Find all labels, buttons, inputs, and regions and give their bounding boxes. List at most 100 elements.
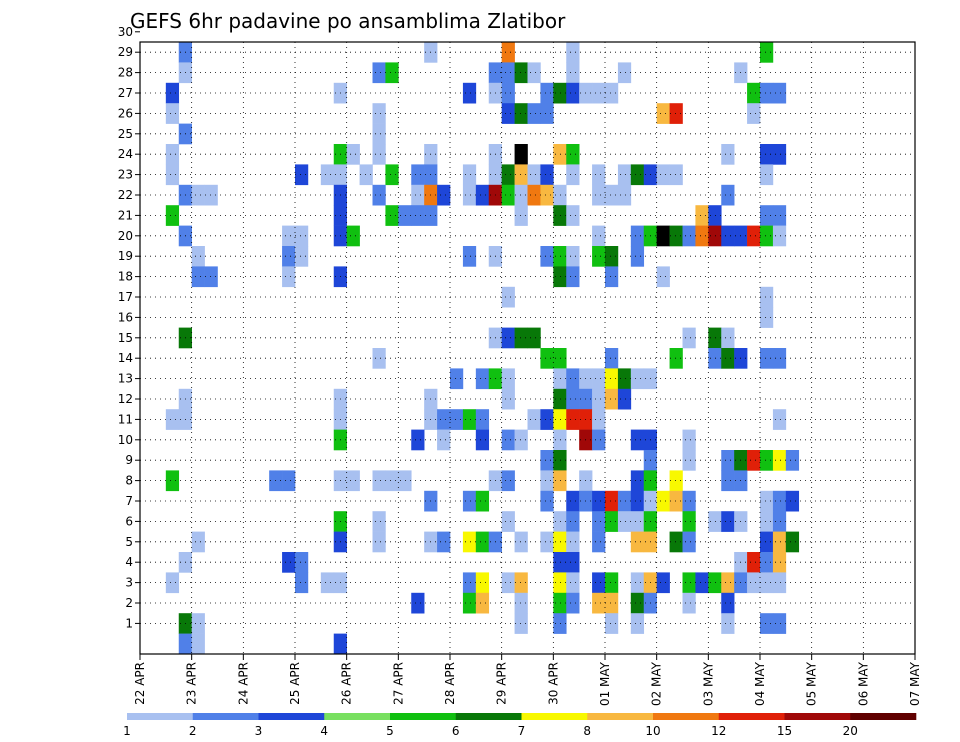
heatmap-cell xyxy=(760,225,774,247)
x-tick-label: 22 APR xyxy=(133,662,147,705)
heatmap-cell xyxy=(721,327,735,349)
heatmap-cell xyxy=(630,164,645,186)
heatmap-cell xyxy=(605,572,619,594)
heatmap-cell xyxy=(682,490,696,512)
heatmap-cell xyxy=(566,572,580,594)
heatmap-cell xyxy=(385,62,399,84)
heatmap-cell xyxy=(282,246,296,267)
heatmap-cell xyxy=(527,184,541,206)
heatmap-cell xyxy=(501,572,515,594)
legend-swatch xyxy=(718,713,785,720)
heatmap-cell xyxy=(527,409,541,430)
heatmap-cell xyxy=(656,164,670,186)
heatmap-cell xyxy=(475,490,490,512)
heatmap-cell xyxy=(760,511,774,532)
heatmap-cell xyxy=(514,103,528,124)
heatmap-cell xyxy=(320,164,335,186)
heatmap-cell xyxy=(721,511,735,532)
heatmap-cell xyxy=(772,348,787,369)
heatmap-cell xyxy=(695,205,709,226)
x-tick-label: 05 MAY xyxy=(805,661,819,706)
heatmap-cell xyxy=(372,62,386,84)
y-tick-label: 5 xyxy=(125,535,133,549)
heatmap-cell xyxy=(682,511,696,532)
heatmap-cell xyxy=(592,531,606,553)
heatmap-cell xyxy=(475,368,490,390)
heatmap-cell xyxy=(462,82,477,104)
heatmap-cell xyxy=(566,531,580,553)
heatmap-cell xyxy=(320,572,335,594)
heatmap-cell xyxy=(785,531,800,553)
x-tick-label: 30 APR xyxy=(546,662,560,705)
heatmap-cell xyxy=(501,368,515,390)
legend-swatch xyxy=(587,713,654,720)
heatmap-cell xyxy=(553,266,567,288)
heatmap-cell xyxy=(592,592,606,614)
heatmap-cell xyxy=(760,572,774,594)
heatmap-cell xyxy=(630,246,645,267)
heatmap-cell xyxy=(514,592,528,614)
heatmap-cell xyxy=(295,572,309,594)
heatmap-cell xyxy=(553,613,567,634)
heatmap-cell xyxy=(475,409,490,430)
y-tick-label: 10 xyxy=(118,433,133,447)
heatmap-cell xyxy=(772,82,787,104)
heatmap-cell xyxy=(501,62,515,84)
legend-swatch xyxy=(192,713,259,720)
heatmap-cell xyxy=(592,82,606,104)
heatmap-cell xyxy=(682,592,696,614)
y-tick-label: 21 xyxy=(118,208,133,222)
heatmap-cell xyxy=(295,225,309,247)
legend-swatch xyxy=(390,713,457,720)
legend-swatch xyxy=(784,713,851,720)
heatmap-cell xyxy=(760,164,774,186)
chart-title: GEFS 6hr padavine po ansamblima Zlatibor xyxy=(130,9,566,33)
heatmap-cell xyxy=(295,246,309,267)
legend-label: 2 xyxy=(189,724,197,738)
heatmap-cell xyxy=(437,409,451,430)
heatmap-cell xyxy=(411,205,425,226)
heatmap-cell xyxy=(514,144,528,165)
heatmap-cell xyxy=(450,409,464,430)
heatmap-cell xyxy=(204,184,218,206)
x-tick-label: 01 MAY xyxy=(598,661,612,706)
plot-frame xyxy=(139,41,916,655)
heatmap-cell xyxy=(760,307,774,328)
legend-swatch xyxy=(324,713,391,720)
heatmap-cell xyxy=(721,592,735,614)
y-tick-label: 4 xyxy=(125,555,133,569)
heatmap-cell xyxy=(630,429,645,451)
y-tick-label: 30 xyxy=(118,25,133,39)
heatmap-cells xyxy=(165,42,800,655)
heatmap-cell xyxy=(566,388,580,410)
heatmap-cell xyxy=(514,327,528,349)
heatmap-cell xyxy=(566,552,580,573)
heatmap-cell xyxy=(630,225,645,247)
heatmap-cell xyxy=(475,184,490,206)
y-tick-label: 9 xyxy=(125,453,133,467)
heatmap-cell xyxy=(553,388,567,410)
heatmap-cell xyxy=(527,164,541,186)
y-tick-label: 8 xyxy=(125,474,133,488)
heatmap-cell xyxy=(437,531,451,553)
heatmap-cell xyxy=(165,164,180,186)
heatmap-cell xyxy=(592,490,606,512)
y-tick-label: 28 xyxy=(118,66,133,80)
heatmap-cell xyxy=(398,205,412,226)
heatmap-cell xyxy=(514,572,528,594)
heatmap-cell xyxy=(540,82,554,104)
heatmap-cell xyxy=(721,225,735,247)
heatmap-cell xyxy=(372,511,386,532)
heatmap-cell xyxy=(721,572,735,594)
heatmap-cell xyxy=(514,184,528,206)
heatmap-cell xyxy=(721,144,735,165)
legend-label: 3 xyxy=(255,724,263,738)
y-tick-label: 11 xyxy=(118,412,133,426)
y-tick-label: 22 xyxy=(118,188,133,202)
heatmap-cell xyxy=(501,103,515,124)
heatmap-cell xyxy=(553,511,567,532)
heatmap-cell xyxy=(669,490,683,512)
x-tick-label: 23 APR xyxy=(185,662,199,705)
heatmap-cell xyxy=(501,470,515,492)
heatmap-cell xyxy=(501,42,515,63)
